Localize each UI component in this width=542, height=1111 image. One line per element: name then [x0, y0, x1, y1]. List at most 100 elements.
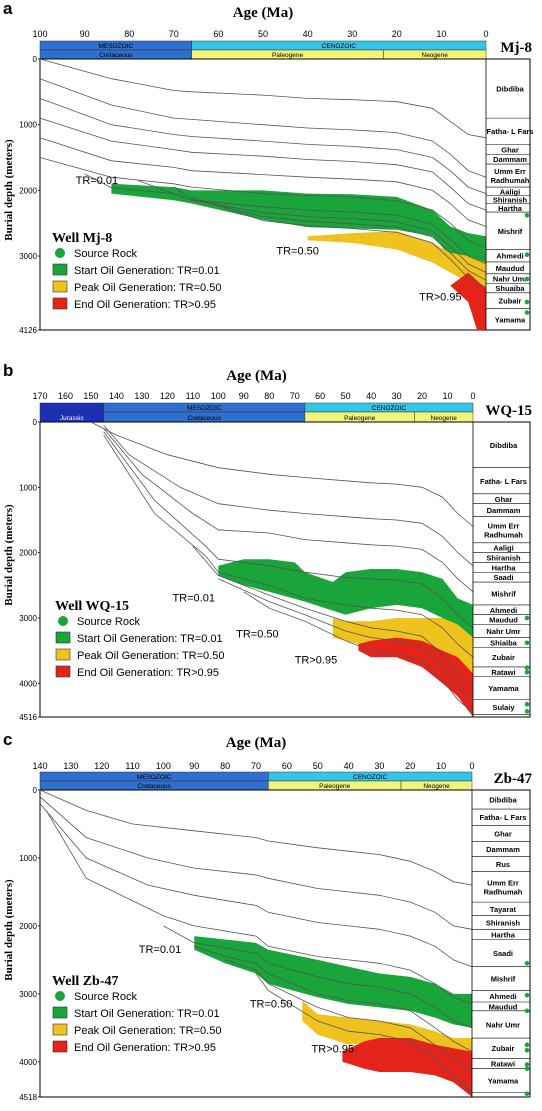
tr-annotation: TR>0.95: [419, 292, 462, 304]
legend-entry-label: Start Oil Generation: TR=0.01: [74, 1008, 220, 1020]
x-tick-label: 90: [189, 761, 199, 771]
formation-label: Ghar: [501, 145, 519, 154]
tr-annotation: TR>0.95: [295, 655, 338, 667]
tr-annotation: TR=0.01: [172, 593, 215, 605]
plot-frame: [39, 421, 531, 718]
x-tick-label: 20: [405, 761, 415, 771]
x-tick-label: 100: [156, 761, 171, 771]
source-rock-marker: [524, 665, 530, 670]
formation-label: Ahmedi: [496, 252, 524, 261]
tr-zone-red: [450, 272, 486, 330]
source-rock-marker: [524, 310, 530, 315]
source-rock-marker: [524, 992, 530, 998]
formation-label: Rus: [496, 860, 510, 869]
panel-letter: a: [3, 0, 13, 18]
burial-curve: [173, 186, 487, 281]
burial-curve: [39, 789, 473, 886]
x-tick-label: 10: [436, 29, 446, 39]
formation-label: Nahr Umr: [493, 275, 527, 284]
formation-label: Saadi: [493, 573, 513, 582]
formation-label: Dammam: [493, 155, 527, 164]
period-label: Paleogene: [272, 52, 303, 59]
x-tick-label: 120: [94, 761, 109, 771]
y-tick-label: 3000: [19, 252, 37, 261]
source-rock-marker: [524, 1062, 530, 1067]
y-tick-label: 0: [33, 418, 38, 427]
source-rock-marker: [524, 213, 530, 218]
source-rock-marker: [524, 615, 530, 621]
period-label: Paleogene: [344, 415, 375, 422]
formation-label: Yamama: [488, 1076, 519, 1085]
y-tick-label: 3000: [19, 614, 37, 623]
x-tick-label: 130: [63, 761, 78, 771]
source-rock-marker: [524, 1091, 530, 1097]
x-tick-label: 140: [32, 761, 47, 771]
tr-annotation: TR=0.01: [139, 944, 182, 956]
y-axis-label: Burial depth (meters): [3, 879, 15, 981]
x-tick-label: 100: [211, 391, 226, 401]
formation-label: Yamama: [495, 315, 526, 324]
tr-annotation: TR=0.50: [276, 246, 319, 258]
axis-title-age: Age (Ma): [226, 368, 286, 384]
x-tick-label: 70: [169, 29, 179, 39]
period-label: Neogene: [423, 783, 450, 790]
x-tick-label: 70: [290, 391, 300, 401]
source-rock-marker: [524, 669, 530, 675]
x-tick-label: 40: [366, 391, 376, 401]
y-axis-label: Burial depth (meters): [3, 139, 15, 241]
tr-zone-yellow: [332, 618, 473, 674]
burial-curve: [39, 78, 487, 178]
formation-label: Shuaiba: [495, 284, 525, 293]
source-rock-marker: [524, 709, 530, 714]
formation-label: Saadi: [493, 949, 513, 958]
legend-entry-label: End Oil Generation: TR>0.95: [74, 1042, 216, 1054]
y-tick-label: 4518: [19, 1093, 37, 1102]
x-tick-label: 0: [470, 391, 475, 401]
x-tick-label: 150: [83, 391, 98, 401]
tr-annotation: TR>0.95: [312, 1043, 355, 1055]
formation-label: Dibdiba: [496, 85, 524, 94]
source-rock-marker: [524, 276, 530, 282]
x-tick-label: 90: [239, 391, 249, 401]
legend-swatch-yellow: [55, 648, 71, 661]
formation-label: Ahmedi: [490, 606, 518, 615]
formation-label: Zubair: [492, 1044, 515, 1053]
x-tick-label: 110: [186, 391, 200, 401]
formation-label: Nahr Umr: [486, 627, 520, 636]
x-tick-label: 10: [436, 761, 446, 771]
burial-curve: [137, 180, 487, 273]
x-tick-label: 60: [213, 29, 223, 39]
legend-entry-label: Source Rock: [77, 616, 140, 628]
legend-entry-label: Start Oil Generation: TR=0.01: [74, 265, 220, 277]
legend-swatch-red: [52, 1040, 68, 1053]
formation-label: Mishrif: [498, 227, 523, 236]
burial-curve: [103, 431, 474, 629]
formation-label: Umm Err: [494, 167, 526, 176]
burial-curve: [218, 578, 474, 700]
y-tick-label: 4516: [19, 713, 37, 722]
y-tick-label: 2000: [19, 549, 37, 558]
y-tick-label: 1000: [19, 121, 37, 130]
x-tick-label: 10: [443, 391, 453, 401]
x-tick-label: 80: [220, 761, 230, 771]
source-rock-marker: [524, 701, 530, 707]
x-tick-label: 30: [392, 391, 402, 401]
x-tick-label: 60: [282, 761, 292, 771]
x-tick-label: 0: [469, 761, 474, 771]
well-code-label: WQ-15: [485, 403, 532, 419]
y-tick-label: 4000: [19, 679, 37, 688]
y-tick-label: 1000: [19, 483, 37, 492]
period-label: Cretaceous: [99, 52, 133, 59]
legend-swatch-red: [52, 297, 68, 310]
formation-label: Radhumah: [491, 176, 530, 185]
formation-label: Hartha: [491, 930, 516, 939]
burial-curve: [255, 973, 473, 1093]
x-tick-label: 40: [344, 761, 354, 771]
x-tick-label: 80: [124, 29, 134, 39]
tr-annotation: TR=0.50: [250, 998, 292, 1010]
legend-entry-label: End Oil Generation: TR>0.95: [74, 299, 216, 311]
era-label: CENOZOIC: [322, 43, 357, 50]
period-label: Jurassic: [60, 415, 85, 422]
panel-letter: b: [3, 361, 13, 380]
x-tick-label: 110: [125, 761, 139, 771]
